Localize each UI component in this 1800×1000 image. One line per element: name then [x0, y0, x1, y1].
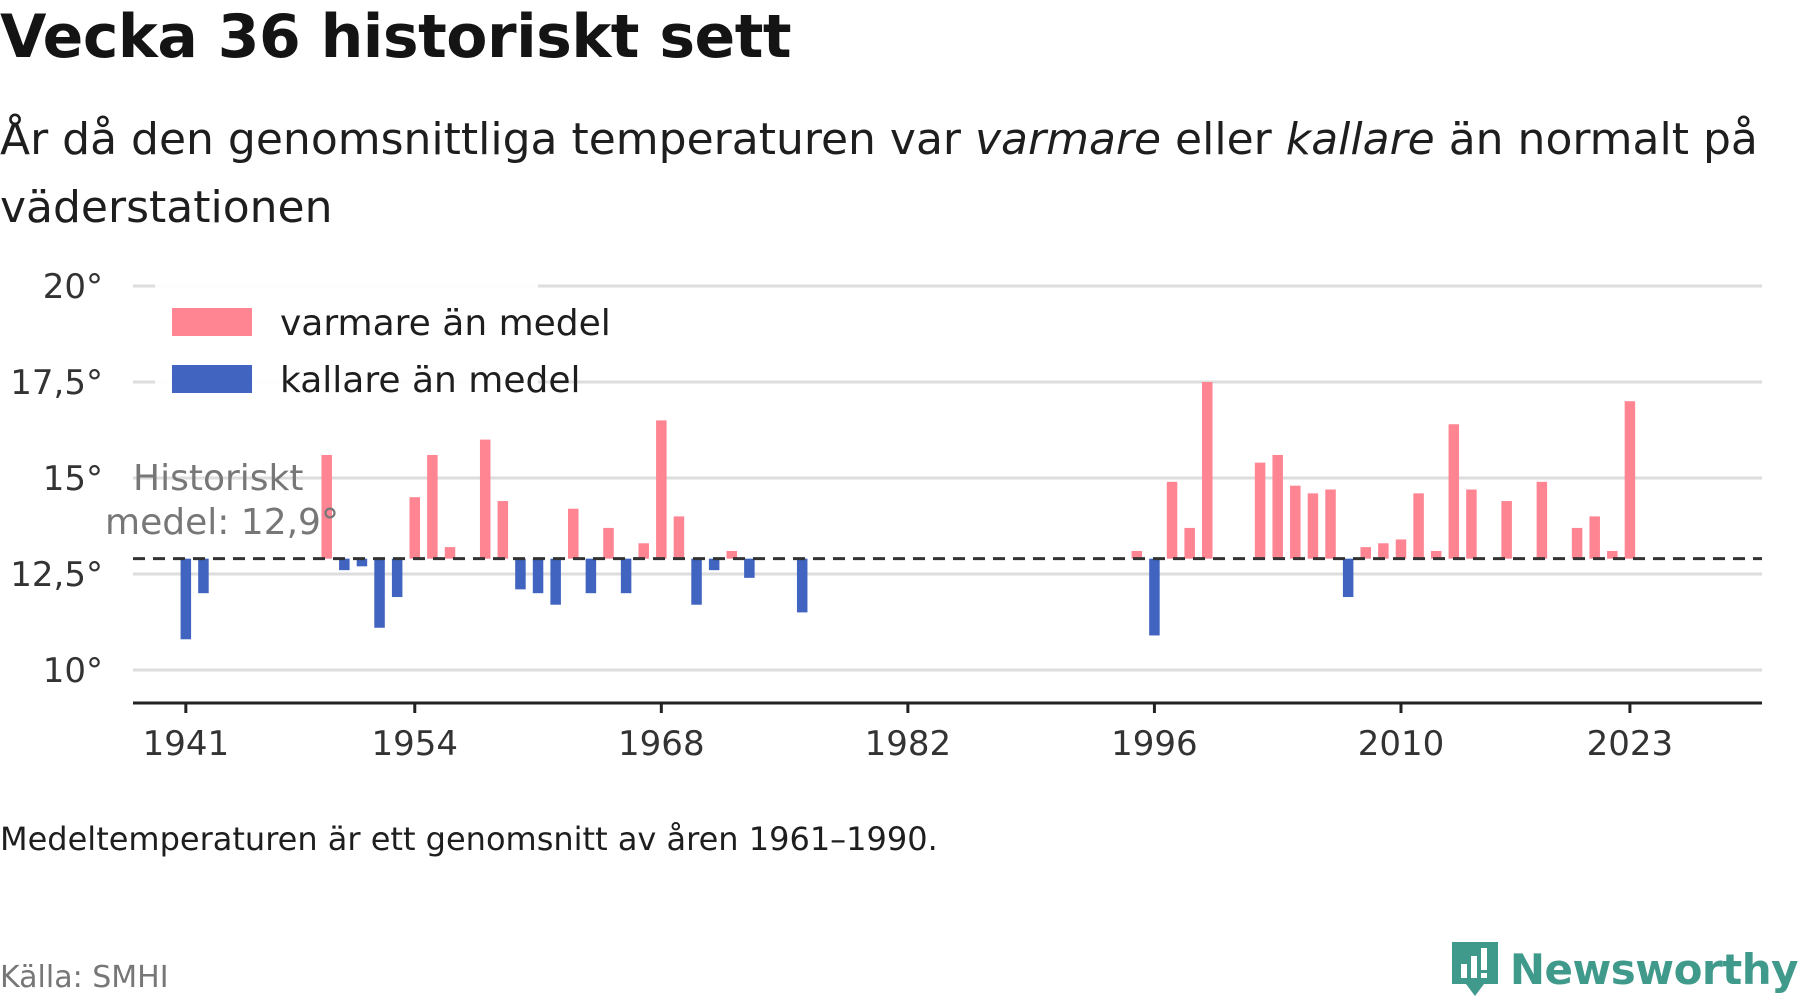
subtitle-cold-word: kallare: [1285, 114, 1435, 165]
newsworthy-logo-icon: [1451, 942, 1498, 996]
subtitle-text: eller: [1161, 114, 1286, 165]
cold-bar: [796, 558, 808, 613]
warm-bar: [444, 547, 456, 559]
warm-bar: [1395, 539, 1407, 559]
chart-legend: varmare än medel kallare än medel: [155, 278, 611, 401]
brand-name: Newsworthy: [1509, 944, 1799, 994]
warm-bar: [1378, 543, 1389, 559]
cold-bar: [532, 558, 544, 594]
warm-bar: [1272, 454, 1283, 559]
legend-label-warm: varmare än medel: [280, 303, 611, 344]
brand-logo: Newsworthy: [1450, 940, 1799, 998]
mean-label: Historiskt: [133, 458, 304, 499]
legend-swatch-warm: [172, 308, 252, 336]
cold-bar: [620, 558, 632, 594]
warm-bar: [568, 508, 579, 559]
subtitle-text: År då den genomsnittliga temperaturen va…: [0, 114, 975, 165]
cold-bar: [180, 558, 192, 640]
warm-bar: [1202, 382, 1213, 559]
cold-bar: [391, 558, 403, 598]
warm-bar: [427, 454, 438, 559]
warm-bar: [1607, 550, 1618, 559]
warm-bar: [1624, 401, 1636, 559]
warm-bar: [1536, 481, 1548, 559]
cold-bar: [356, 558, 368, 567]
warm-bar: [1571, 527, 1583, 559]
cold-bar: [339, 558, 350, 571]
cold-bar: [708, 558, 720, 571]
bars-layer: [180, 382, 1636, 640]
warm-bar: [1413, 493, 1424, 559]
cold-bar: [198, 558, 209, 594]
y-tick-label: 15°: [43, 459, 103, 499]
warm-bar: [1325, 489, 1336, 559]
cold-bar: [374, 558, 385, 628]
axis-layer: 10° 12,5° 15° 17,5° 20° 1941 1954 1968 1982 1996 2…: [10, 267, 1762, 764]
cold-bar: [1342, 558, 1354, 598]
warm-bar: [1466, 489, 1477, 559]
warm-bar: [1131, 550, 1143, 559]
warm-bar: [497, 501, 509, 559]
source-credit: Källa: SMHI: [0, 960, 169, 995]
footnote: Medeltemperaturen är ett genomsnitt av å…: [0, 820, 938, 858]
warm-bar: [1166, 481, 1178, 559]
x-tick-label: 1982: [865, 724, 952, 764]
warm-bar: [479, 439, 491, 559]
y-tick-label: 10°: [43, 651, 103, 691]
x-tick-label: 1968: [618, 724, 705, 764]
y-tick-label: 20°: [43, 267, 103, 307]
cold-bar: [515, 558, 526, 590]
temperature-bar-chart: 10° 12,5° 15° 17,5° 20° 1941 1954 1968 1982 1996 2…: [10, 267, 1762, 764]
cold-bar: [691, 558, 702, 605]
x-tick-label: 2023: [1587, 724, 1674, 764]
cold-bar: [550, 558, 561, 605]
y-tick-label: 17,5°: [10, 363, 103, 403]
warm-bar: [321, 454, 332, 559]
cold-bar: [585, 558, 597, 594]
legend-label-cold: kallare än medel: [280, 360, 580, 401]
subtitle-text: än normalt på väderstationen: [0, 114, 1758, 233]
chart-title: Vecka 36 historiskt sett: [0, 2, 792, 72]
warm-bar: [1184, 527, 1195, 559]
warm-bar: [1307, 493, 1319, 559]
y-tick-label: 12,5°: [10, 555, 103, 595]
x-tick-label: 1941: [143, 724, 230, 764]
mean-label: medel: 12,9°: [105, 502, 339, 543]
warm-bar: [726, 550, 738, 559]
warm-bar: [1360, 547, 1372, 559]
cold-bar: [744, 558, 755, 578]
cold-bar: [1149, 558, 1160, 636]
warm-bar: [1430, 550, 1442, 559]
warm-bar: [409, 497, 421, 559]
warm-bar: [638, 543, 649, 559]
warm-bar: [1290, 485, 1301, 559]
subtitle-warm-word: varmare: [974, 114, 1162, 165]
x-tick-label: 1954: [372, 724, 459, 764]
warm-bar: [1448, 424, 1460, 559]
warm-bar: [1589, 516, 1600, 559]
legend-swatch-cold: [172, 365, 252, 393]
chart-subtitle: År då den genomsnittliga temperaturen va…: [0, 106, 1760, 242]
warm-bar: [603, 527, 614, 559]
warm-bar: [1254, 462, 1266, 559]
x-tick-label: 1996: [1111, 724, 1198, 764]
warm-bar: [1501, 501, 1512, 559]
x-tick-label: 2010: [1358, 724, 1445, 764]
warm-bar: [656, 420, 667, 559]
warm-bar: [673, 516, 685, 559]
